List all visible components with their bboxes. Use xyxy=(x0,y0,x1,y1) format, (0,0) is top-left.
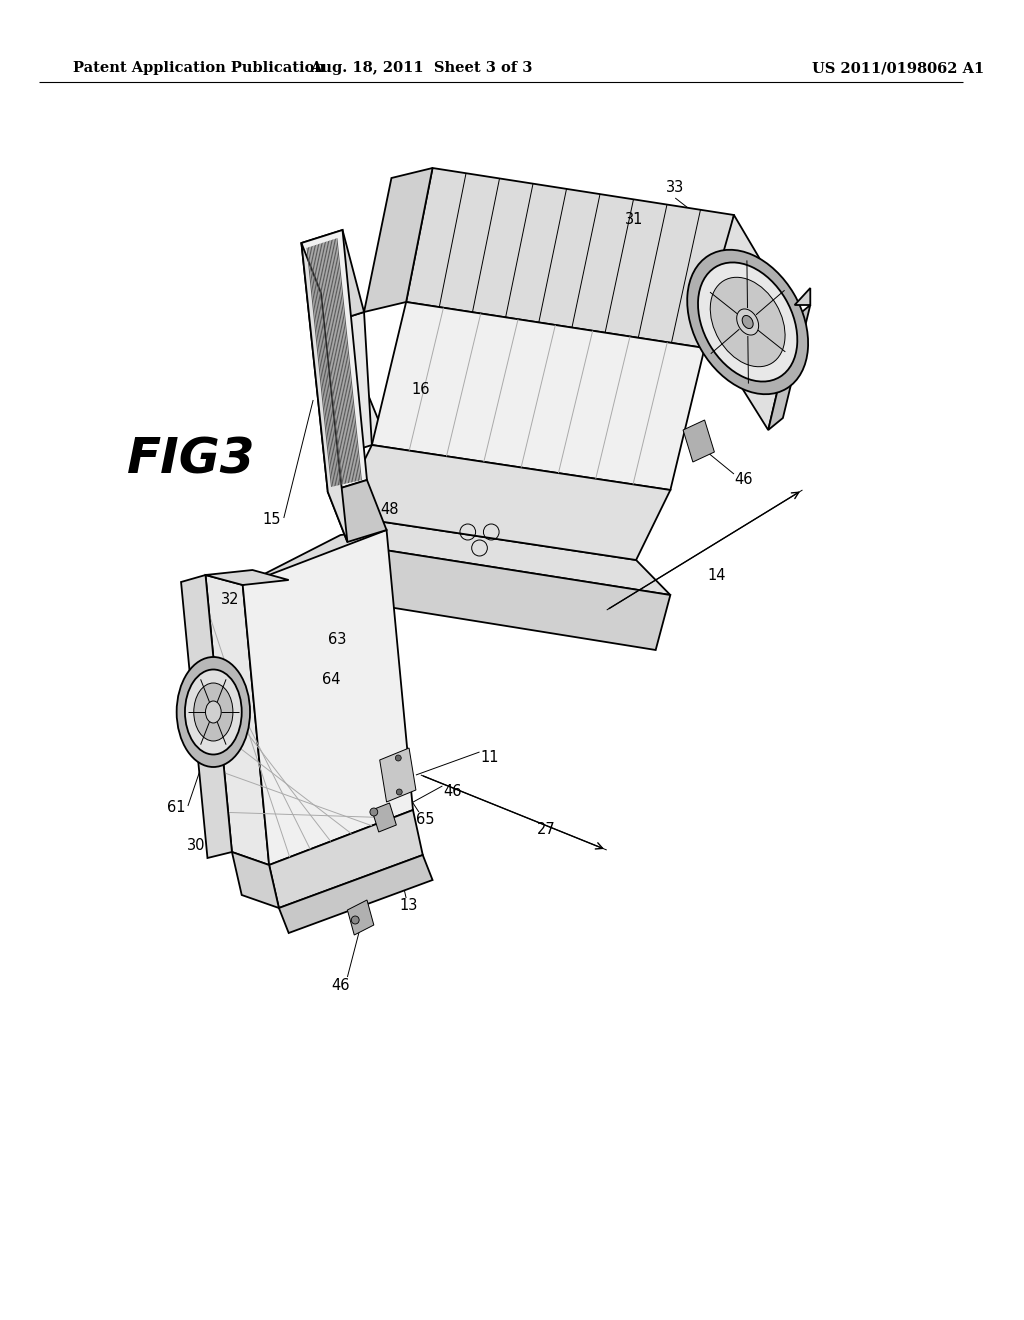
Ellipse shape xyxy=(698,263,798,381)
Polygon shape xyxy=(206,570,289,585)
Polygon shape xyxy=(328,480,386,543)
Polygon shape xyxy=(372,803,396,832)
Text: 16: 16 xyxy=(412,383,430,397)
Polygon shape xyxy=(243,531,386,585)
Text: 61: 61 xyxy=(167,800,185,816)
Polygon shape xyxy=(683,420,715,462)
Polygon shape xyxy=(702,215,795,430)
Polygon shape xyxy=(795,288,810,305)
Polygon shape xyxy=(357,548,671,649)
Text: 46: 46 xyxy=(734,473,753,487)
Polygon shape xyxy=(243,531,413,865)
Ellipse shape xyxy=(185,669,242,755)
Text: FIG3: FIG3 xyxy=(127,436,255,484)
Ellipse shape xyxy=(176,657,250,767)
Text: 14: 14 xyxy=(708,568,726,582)
Text: Patent Application Publication: Patent Application Publication xyxy=(74,61,326,75)
Polygon shape xyxy=(407,168,734,348)
Polygon shape xyxy=(365,168,432,312)
Ellipse shape xyxy=(351,916,359,924)
Ellipse shape xyxy=(742,315,753,329)
Polygon shape xyxy=(338,515,671,595)
Ellipse shape xyxy=(736,309,759,335)
Text: Aug. 18, 2011  Sheet 3 of 3: Aug. 18, 2011 Sheet 3 of 3 xyxy=(309,61,532,75)
Ellipse shape xyxy=(395,755,401,762)
Ellipse shape xyxy=(687,249,808,395)
Polygon shape xyxy=(768,305,810,430)
Text: 11: 11 xyxy=(480,751,499,766)
Text: 31: 31 xyxy=(625,213,643,227)
Text: 27: 27 xyxy=(537,822,555,837)
Polygon shape xyxy=(380,748,416,803)
Polygon shape xyxy=(301,230,367,492)
Text: 48: 48 xyxy=(380,503,398,517)
Polygon shape xyxy=(301,230,365,325)
Text: 15: 15 xyxy=(263,512,282,528)
Polygon shape xyxy=(181,576,231,858)
Polygon shape xyxy=(269,810,423,908)
Ellipse shape xyxy=(370,808,378,816)
Text: 46: 46 xyxy=(442,784,462,800)
Polygon shape xyxy=(323,312,372,458)
Text: US 2011/0198062 A1: US 2011/0198062 A1 xyxy=(812,61,984,75)
Polygon shape xyxy=(347,900,374,935)
Polygon shape xyxy=(338,445,671,560)
Text: 64: 64 xyxy=(322,672,340,688)
Polygon shape xyxy=(279,855,432,933)
Polygon shape xyxy=(372,302,705,490)
Polygon shape xyxy=(323,319,386,445)
Polygon shape xyxy=(231,851,279,908)
Text: 65: 65 xyxy=(417,813,435,828)
Text: 32: 32 xyxy=(221,593,240,607)
Text: 46: 46 xyxy=(332,978,350,993)
Text: 33: 33 xyxy=(667,181,684,195)
Polygon shape xyxy=(206,576,269,865)
Ellipse shape xyxy=(206,701,221,723)
Ellipse shape xyxy=(396,789,402,795)
Ellipse shape xyxy=(194,682,232,741)
Text: 13: 13 xyxy=(400,898,418,912)
Ellipse shape xyxy=(711,277,785,367)
Text: 63: 63 xyxy=(329,632,347,648)
Text: 30: 30 xyxy=(186,837,205,853)
Polygon shape xyxy=(301,243,347,543)
